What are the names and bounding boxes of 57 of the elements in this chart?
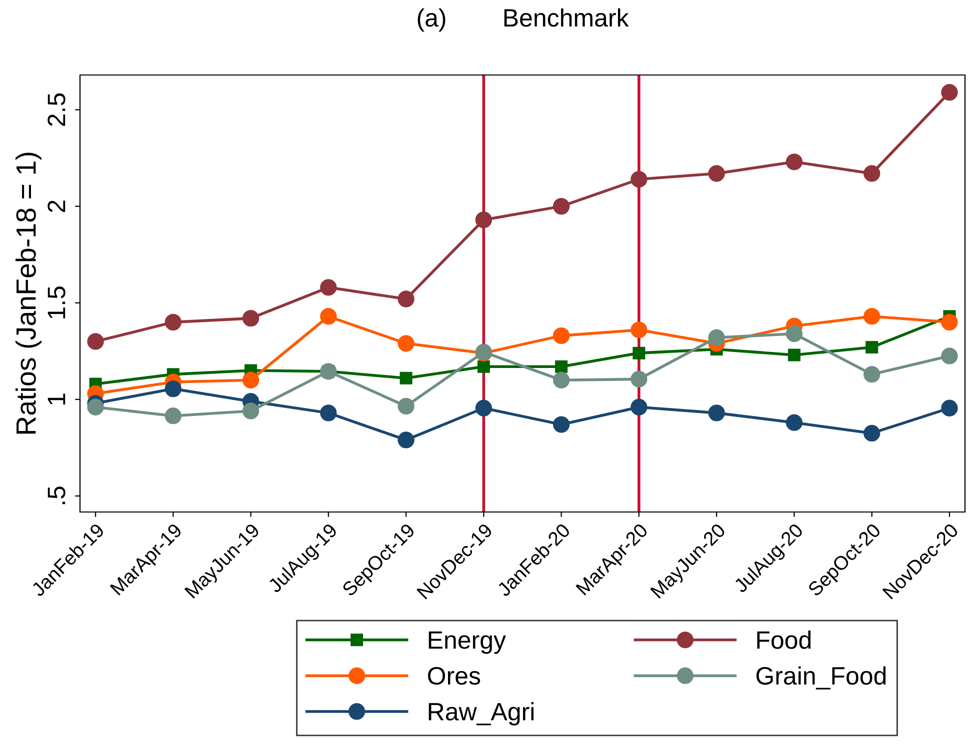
point — [632, 346, 646, 360]
point — [242, 402, 260, 420]
point — [941, 84, 958, 101]
point — [864, 308, 880, 325]
legend-label: Energy — [428, 631, 506, 654]
point — [320, 279, 337, 296]
point — [788, 348, 800, 362]
point — [242, 372, 260, 388]
point — [708, 329, 725, 346]
legend-label: Food — [757, 630, 811, 649]
point — [941, 314, 958, 331]
y-tick-label: 2 — [48, 200, 66, 212]
point — [398, 432, 414, 448]
point — [400, 372, 412, 384]
point — [630, 370, 648, 388]
point — [552, 372, 570, 388]
point — [630, 322, 648, 338]
point — [786, 154, 803, 170]
point — [786, 414, 803, 431]
point — [398, 290, 414, 308]
point — [242, 310, 260, 327]
point — [941, 348, 958, 364]
point — [398, 335, 414, 352]
point — [477, 360, 490, 373]
point — [552, 327, 570, 344]
point — [866, 341, 878, 354]
legend-label: Raw_Agri — [428, 702, 534, 726]
point — [87, 333, 104, 350]
y-tick-label: 2.5 — [48, 93, 66, 126]
point — [164, 380, 182, 398]
point — [708, 165, 725, 182]
point — [164, 408, 182, 424]
point — [630, 398, 648, 416]
point — [786, 325, 803, 342]
y-tick-label: .5 — [48, 486, 66, 504]
chart-title: (a) Benchmark — [418, 8, 629, 32]
y-axis-title: Ratios (JanFeb-18 = 1) — [16, 152, 42, 434]
point — [552, 416, 570, 433]
legend-label: Ores — [428, 667, 480, 685]
y-tick-label: 1 — [48, 394, 66, 404]
point — [552, 198, 570, 215]
point — [708, 404, 725, 422]
point — [320, 404, 337, 422]
point — [320, 308, 337, 325]
point — [475, 400, 492, 416]
legend-label: Grain_Food — [756, 666, 886, 690]
point — [164, 314, 182, 331]
point — [555, 360, 568, 373]
y-tick-label: 1.5 — [48, 286, 66, 318]
point — [864, 366, 880, 383]
point — [864, 424, 880, 442]
point — [475, 211, 492, 228]
point — [630, 170, 648, 188]
point — [87, 398, 104, 416]
point — [941, 400, 958, 416]
point — [864, 165, 880, 182]
point — [398, 398, 414, 415]
